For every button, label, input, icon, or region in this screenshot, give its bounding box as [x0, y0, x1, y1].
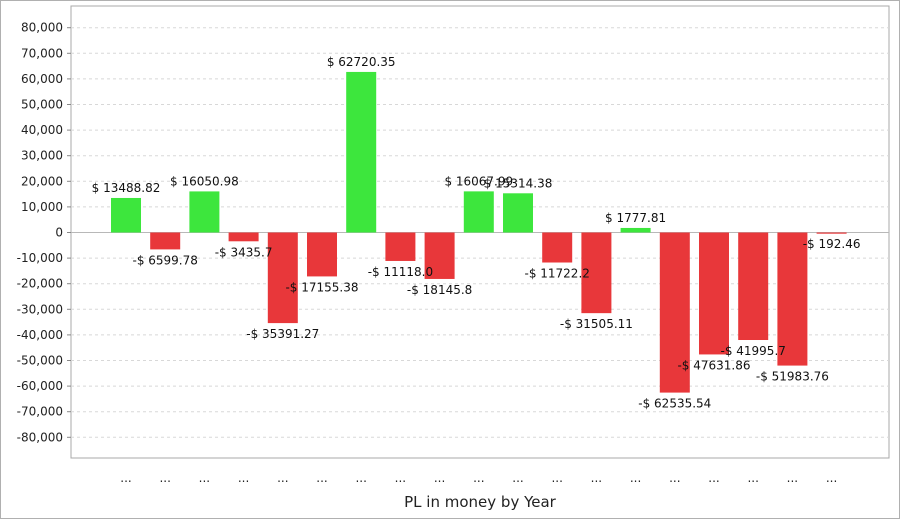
bar[interactable] — [699, 232, 729, 355]
x-tick-label: ... — [787, 471, 798, 485]
bar[interactable] — [346, 71, 377, 233]
x-tick-label: ... — [708, 471, 719, 485]
y-tick-label: -30,000 — [17, 302, 63, 316]
bar[interactable] — [150, 232, 181, 250]
data-label: -$ 31505.11 — [560, 317, 633, 331]
bar[interactable] — [581, 232, 612, 314]
data-label: $ 13488.82 — [92, 181, 161, 195]
bar[interactable] — [307, 232, 337, 277]
x-tick-label: ... — [199, 471, 210, 485]
y-tick-label: -70,000 — [17, 405, 63, 419]
y-tick-label: 50,000 — [21, 98, 63, 112]
x-tick-label: ... — [355, 471, 366, 485]
y-tick-label: 40,000 — [21, 123, 63, 137]
x-tick-label: ... — [316, 471, 327, 485]
bar[interactable] — [267, 232, 298, 324]
x-tick-label: ... — [473, 471, 484, 485]
bar[interactable] — [816, 232, 847, 234]
x-tick-label: ... — [434, 471, 445, 485]
y-tick-label: 70,000 — [21, 46, 63, 60]
x-tick-label: ... — [669, 471, 680, 485]
x-tick-label: ... — [747, 471, 758, 485]
data-label: -$ 11722.2 — [524, 267, 589, 281]
data-label: $ 1777.81 — [605, 211, 666, 225]
bar[interactable] — [777, 232, 808, 366]
bar[interactable] — [463, 191, 494, 233]
x-axis: ........................................… — [120, 471, 837, 485]
y-tick-label: 20,000 — [21, 174, 63, 188]
x-tick-label: ... — [277, 471, 288, 485]
data-label: -$ 192.46 — [803, 237, 861, 251]
bar[interactable] — [620, 227, 651, 233]
data-label: -$ 18145.8 — [407, 283, 472, 297]
bars — [111, 71, 847, 393]
x-tick-label: ... — [630, 471, 641, 485]
x-tick-label: ... — [238, 471, 249, 485]
data-label: -$ 11118.0 — [368, 265, 433, 279]
data-label: -$ 3435.7 — [215, 245, 273, 259]
y-tick-label: -20,000 — [17, 277, 63, 291]
x-tick-label: ... — [512, 471, 523, 485]
bar[interactable] — [228, 232, 259, 242]
y-tick-label: -40,000 — [17, 328, 63, 342]
x-tick-label: ... — [159, 471, 170, 485]
data-label: $ 15314.38 — [484, 176, 553, 190]
y-tick-label: 0 — [55, 226, 63, 240]
data-label: -$ 35391.27 — [246, 327, 319, 341]
x-tick-label: ... — [120, 471, 131, 485]
y-tick-label: -10,000 — [17, 251, 63, 265]
x-tick-label: ... — [551, 471, 562, 485]
bar[interactable] — [738, 232, 769, 341]
x-tick-label: ... — [826, 471, 837, 485]
data-label: -$ 6599.78 — [132, 253, 197, 267]
bar[interactable] — [189, 191, 220, 233]
data-label: $ 16050.98 — [170, 174, 239, 188]
y-tick-label: -50,000 — [17, 354, 63, 368]
bar[interactable] — [111, 197, 141, 233]
data-label: -$ 17155.38 — [285, 280, 358, 294]
data-label: -$ 47631.86 — [677, 358, 750, 372]
x-axis-title: PL in money by Year — [404, 493, 557, 511]
y-tick-label: 10,000 — [21, 200, 63, 214]
data-label: -$ 41995.7 — [720, 344, 785, 358]
bar[interactable] — [503, 193, 533, 233]
data-label: -$ 62535.54 — [638, 397, 711, 411]
bar[interactable] — [424, 232, 455, 279]
data-label: -$ 51983.76 — [756, 370, 829, 384]
x-tick-label: ... — [591, 471, 602, 485]
y-axis: 80,000 70,000 60,000 50,000 40,000 30,000 20,0… — [17, 21, 71, 444]
data-label: $ 62720.35 — [327, 55, 396, 69]
bar[interactable] — [659, 232, 690, 393]
y-tick-label: -60,000 — [17, 379, 63, 393]
data-label: $ 16067.99 — [444, 174, 513, 188]
y-tick-label: -80,000 — [17, 430, 63, 444]
y-tick-label: 30,000 — [21, 149, 63, 163]
bar[interactable] — [542, 232, 573, 263]
data-labels: $ 13488.82 -$ 6599.78 $ 16050.98 -$ 3435.7 -… — [92, 55, 861, 411]
y-tick-label: 80,000 — [21, 21, 63, 35]
bar[interactable] — [385, 232, 416, 261]
y-tick-label: 60,000 — [21, 72, 63, 86]
x-tick-label: ... — [395, 471, 406, 485]
